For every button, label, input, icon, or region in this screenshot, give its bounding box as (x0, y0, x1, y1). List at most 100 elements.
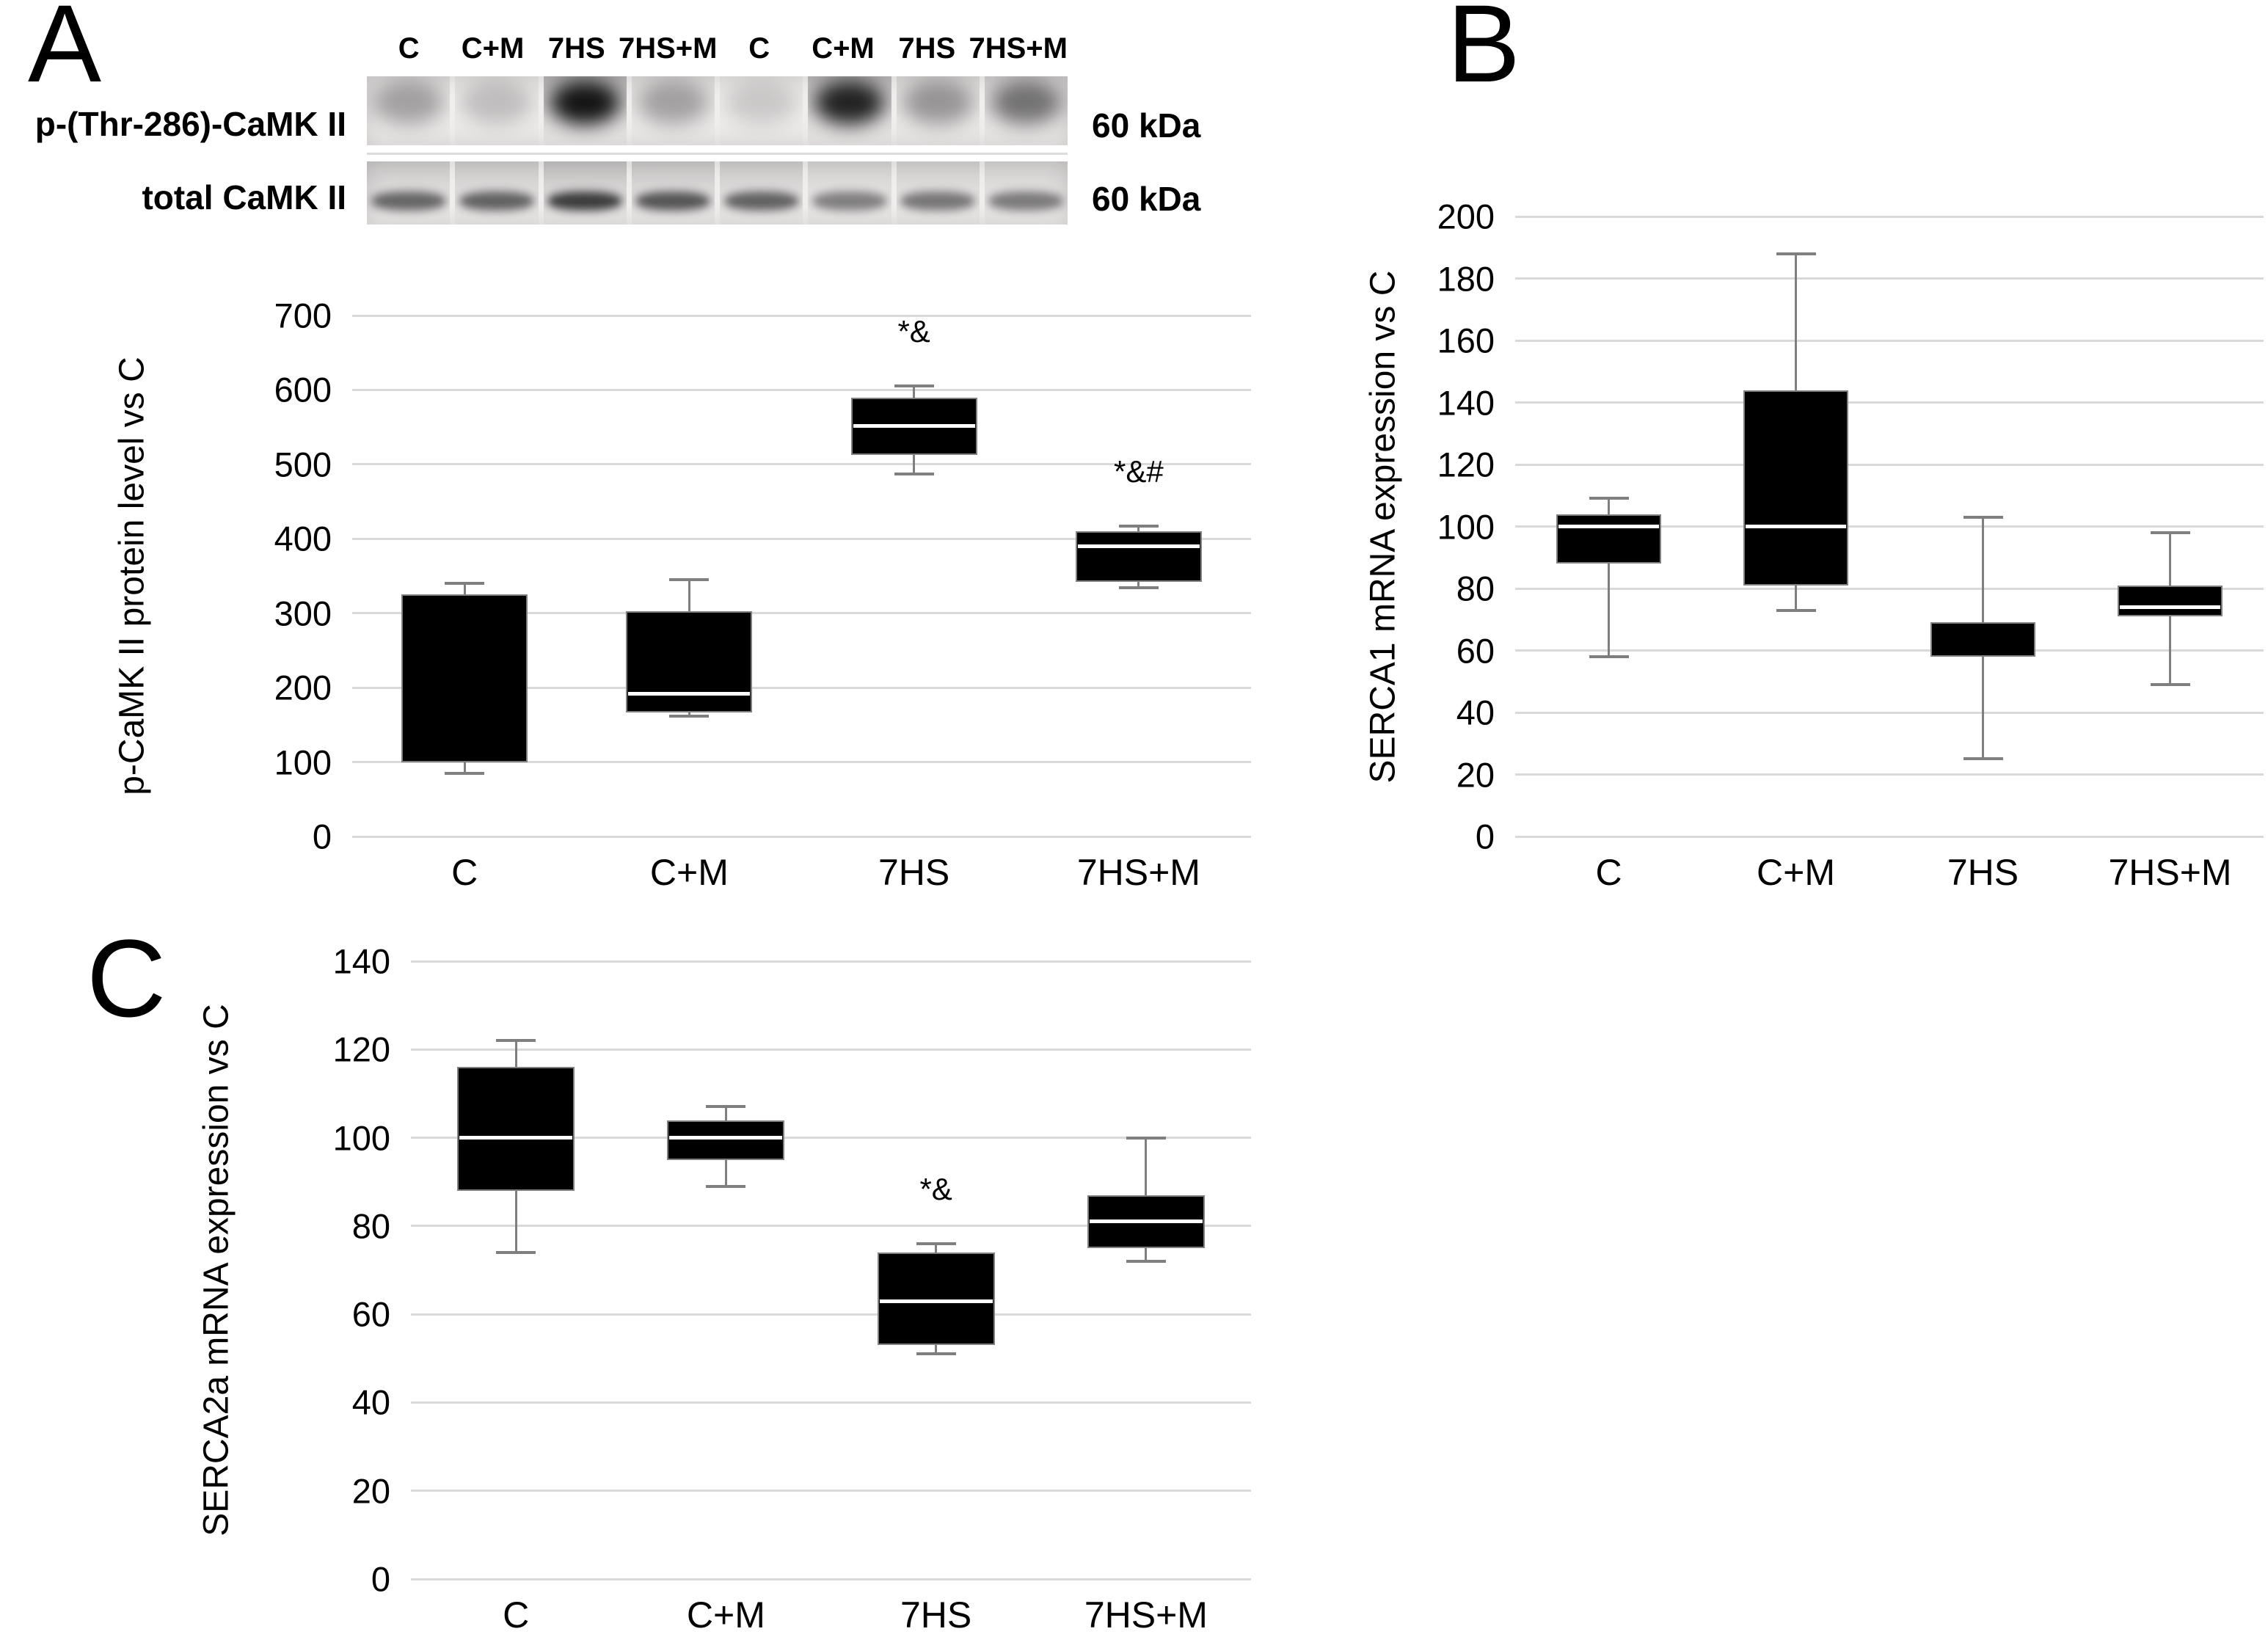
box-C (457, 1067, 575, 1191)
x-category-label: 7HS (1947, 852, 2019, 893)
whisker-cap (706, 1184, 746, 1188)
gridline (411, 1578, 1251, 1580)
blot-lane-label: 7HS+M (969, 32, 1068, 65)
x-category-label: C+M (686, 1594, 765, 1636)
protein-band (988, 192, 1064, 211)
significance-annotation: *& (919, 1171, 952, 1206)
y-tick-label: 80 (1456, 569, 1495, 608)
gridline (411, 1490, 1251, 1492)
panel-a-letter: A (28, 0, 102, 105)
gridline (1515, 215, 2264, 218)
blot-lane (367, 76, 451, 145)
protein-band (547, 192, 623, 211)
protein-band (635, 192, 711, 211)
whisker-cap (1118, 586, 1159, 590)
median-line (1089, 1219, 1203, 1224)
box-C+M (626, 610, 753, 712)
gridline (411, 1048, 1251, 1051)
chart-serca1-mrna: 0 20 40 60 80 100 120 140 160 180 200 SERCA1 mRNA e… (1364, 197, 2264, 893)
whisker-cap (445, 582, 485, 586)
protein-band (723, 192, 799, 211)
y-tick-label: 120 (332, 1029, 390, 1069)
y-tick-label: 20 (1456, 755, 1495, 794)
whisker-cap (669, 578, 710, 582)
blot-divider (367, 153, 1068, 155)
whisker-cap (496, 1039, 536, 1043)
whisker-cap (1118, 525, 1159, 528)
y-tick-label: 300 (274, 594, 332, 633)
x-category-label: C+M (1757, 852, 1835, 893)
median-line (879, 1299, 993, 1303)
gridline (352, 537, 1251, 540)
median-line (669, 1136, 783, 1140)
box-7HS+M (1075, 531, 1202, 583)
gridline (1515, 277, 2264, 280)
protein-band (459, 192, 534, 211)
y-tick-label: 0 (1475, 817, 1495, 856)
gridline (411, 1225, 1251, 1228)
blot-lane (543, 76, 627, 145)
protein-band (903, 80, 973, 125)
blot-lane-label: 7HS (547, 32, 605, 65)
kda-label-p-camk: 60 kDa (1092, 106, 1201, 145)
gridline (1515, 587, 2264, 590)
blot-lane (455, 161, 539, 225)
y-tick-label: 0 (371, 1559, 390, 1599)
protein-band (726, 80, 797, 125)
blot-lane (631, 161, 715, 225)
blot-lane (631, 76, 715, 145)
gridline (352, 314, 1251, 317)
y-tick-label: 160 (1437, 321, 1495, 360)
whisker-cap (1963, 757, 2003, 761)
blot-lane (543, 161, 627, 225)
x-category-label: C (451, 852, 478, 893)
x-category-label: 7HS (900, 1594, 972, 1636)
chart-serca2a-mrna: 0 20 40 60 80 100 120 140 SERCA2a mRNA expressio… (197, 942, 1251, 1636)
blot-lane (455, 76, 539, 145)
median-line (459, 1136, 573, 1140)
gridline (411, 1137, 1251, 1140)
gridline (352, 686, 1251, 689)
whisker-cap (916, 1352, 956, 1356)
blot-lane-label: C+M (461, 32, 525, 65)
whisker-cap (916, 1242, 956, 1245)
blot-lane-labels: C C+M 7HS 7HS+M C C+M 7HS 7HS+M (367, 29, 1068, 68)
box-C+M (1743, 390, 1848, 586)
y-tick-label: 60 (1456, 631, 1495, 670)
x-category-label: C (503, 1594, 530, 1636)
gridline (1515, 773, 2264, 776)
whisker-cap (706, 1105, 746, 1109)
gridline (1515, 711, 2264, 714)
gridline (352, 388, 1251, 391)
blot-lane (367, 161, 451, 225)
blot-lane-label: 7HS (898, 32, 956, 65)
whisker-cap (2150, 682, 2190, 686)
y-tick-label: 80 (351, 1206, 390, 1246)
protein-band (991, 80, 1061, 125)
y-tick-label: 500 (274, 445, 332, 484)
blot-lane-label: C+M (812, 32, 875, 65)
whisker-cap (1126, 1136, 1166, 1140)
median-line (628, 691, 751, 696)
blot-strip-p-camk (367, 76, 1068, 145)
blot-lane (808, 76, 891, 145)
whisker-cap (894, 473, 934, 476)
panel-c-letter: C (87, 916, 167, 1040)
gridline (352, 761, 1251, 764)
y-tick-label: 600 (274, 370, 332, 409)
whisker-cap (1963, 515, 2003, 519)
blot-lane (720, 76, 803, 145)
x-category-label: 7HS+M (2108, 852, 2232, 893)
significance-annotation: *&# (1114, 454, 1164, 489)
median-line (1746, 525, 1846, 528)
gridline (1515, 835, 2264, 838)
whisker-cap (894, 384, 934, 388)
x-category-label: 7HS+M (1076, 852, 1200, 893)
y-tick-label: 180 (1437, 259, 1495, 298)
kda-label-total-camk: 60 kDa (1092, 180, 1201, 218)
whisker-cap (1776, 252, 1816, 255)
y-axis-title: SERCA2a mRNA expression vs C (197, 1004, 236, 1536)
gridline (352, 835, 1251, 838)
box-7HS (1930, 622, 2035, 657)
